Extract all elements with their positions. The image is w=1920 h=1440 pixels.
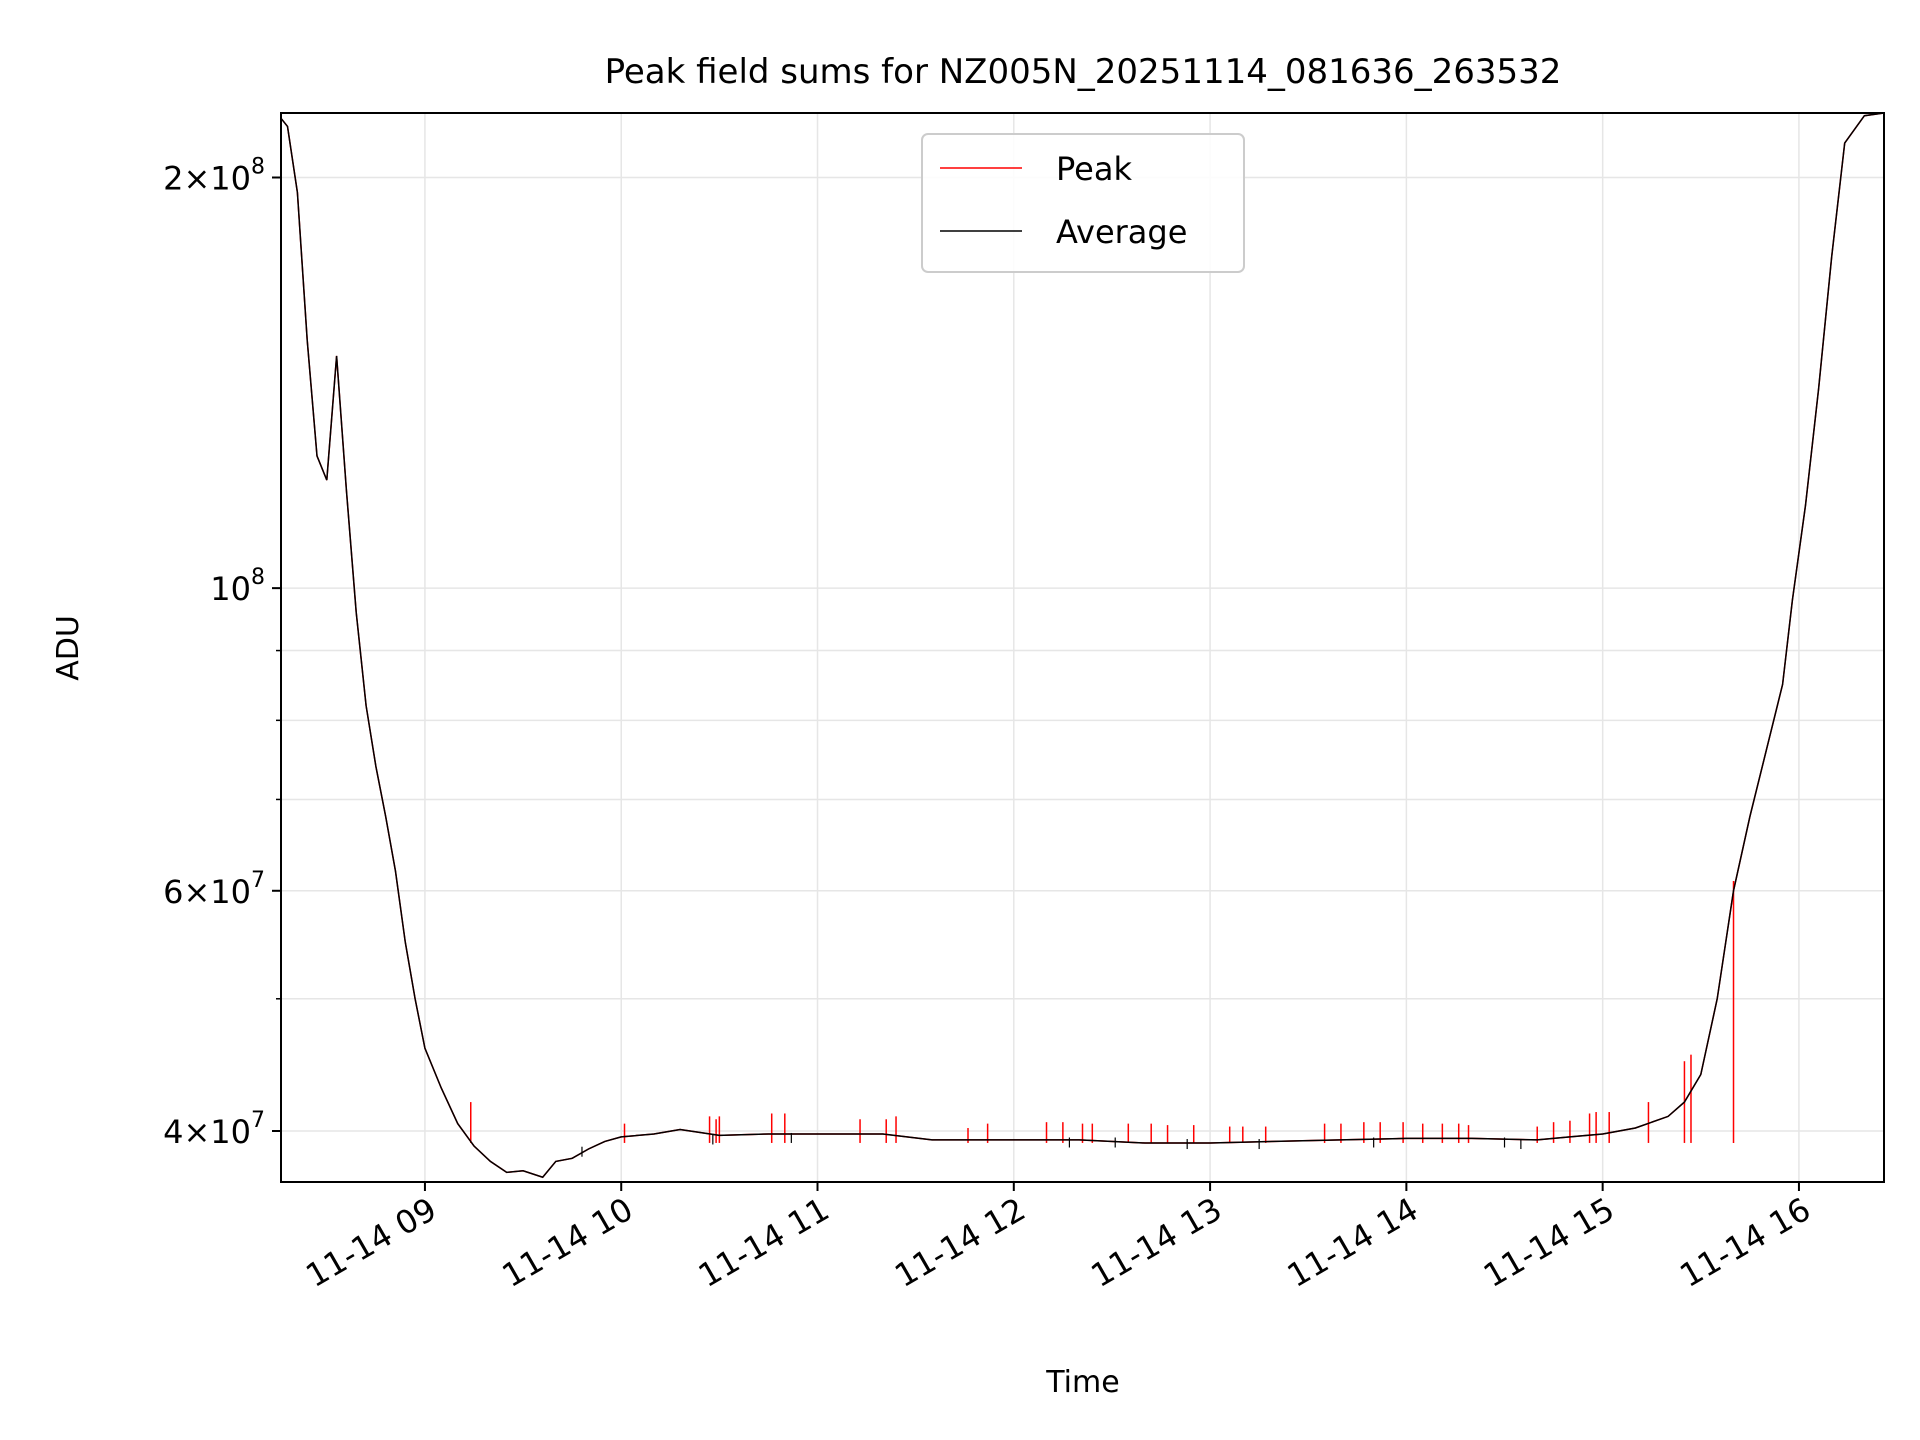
chart-title: Peak field sums for NZ005N_20251114_0816… xyxy=(605,52,1562,92)
y-axis: 4×107 6×107 108 2×108 xyxy=(163,154,281,1151)
legend-label-average: Average xyxy=(1056,213,1187,251)
plot-frame xyxy=(280,112,1885,1183)
y-tick-label: 108 xyxy=(210,565,265,608)
y-tick-label: 2×108 xyxy=(163,154,265,197)
y-axis-label: ADU xyxy=(51,615,86,681)
legend-label-peak: Peak xyxy=(1056,150,1132,188)
y-tick-label: 4×107 xyxy=(163,1108,265,1151)
y-tick-label: 6×107 xyxy=(163,868,265,911)
grid-lines xyxy=(281,113,1884,1182)
series-line-average xyxy=(281,113,1884,1179)
legend: Peak Average xyxy=(921,133,1245,273)
x-axis-label: Time xyxy=(1045,1365,1119,1400)
